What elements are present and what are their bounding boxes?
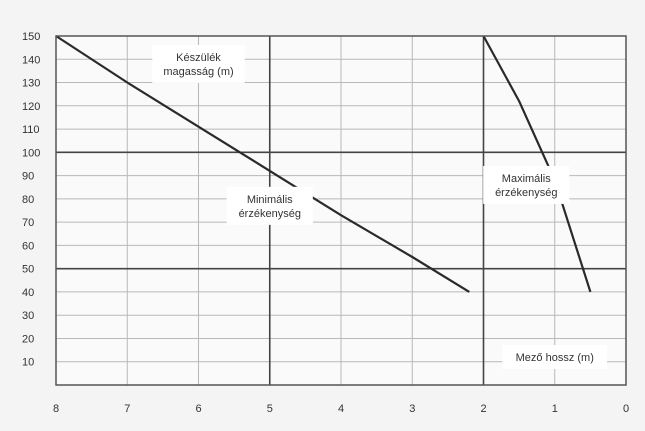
- y-tick-label: 50: [22, 264, 34, 276]
- y-tick-label: 110: [22, 124, 40, 136]
- annotation-box: [226, 186, 313, 225]
- annotation-text: Készülék: [176, 52, 221, 64]
- annotation-1: Készülék magasság (m): [152, 44, 245, 83]
- annotation-text: magasság (m): [163, 66, 233, 78]
- x-tick-label: 5: [267, 403, 273, 415]
- x-tick-label: 3: [409, 403, 415, 415]
- y-tick-label: 20: [22, 333, 34, 345]
- y-tick-label: 30: [22, 310, 34, 322]
- y-tick-label: 150: [22, 31, 40, 43]
- x-tick-label: 2: [480, 403, 486, 415]
- y-tick-label: 140: [22, 54, 40, 66]
- x-tick-label: 1: [552, 403, 558, 415]
- annotations: Készülék magasság (m) Minimális érzékenység…: [152, 44, 608, 370]
- annotation-text: Minimális: [247, 194, 293, 206]
- y-tick-label: 70: [22, 217, 34, 229]
- annotation-text: Mező hossz (m): [516, 352, 594, 364]
- series-lines: [55, 35, 592, 293]
- y-tick-label: 130: [22, 78, 40, 90]
- series-line-2: [482, 35, 592, 293]
- y-tick-label: 100: [22, 147, 40, 159]
- plot-frame: [55, 35, 627, 386]
- annotation-text: Maximális: [502, 173, 551, 185]
- y-tick-label: 90: [22, 171, 34, 183]
- annotation-box: [152, 44, 245, 83]
- annotation-box: [502, 345, 608, 370]
- annotation-text: érzékenység: [495, 187, 557, 199]
- y-tick-label: 40: [22, 287, 34, 299]
- y-tick-label: 80: [22, 194, 34, 206]
- x-axis-ticks: 8 7 6 5 4 3 2 1 0: [53, 403, 629, 415]
- y-tick-label: 10: [22, 357, 34, 369]
- y-axis-ticks: 150 140 130 120 110 100 90 80 70 60 50 40 30 20 10: [22, 31, 40, 369]
- series-line-1: [55, 35, 470, 293]
- x-tick-label: 0: [623, 403, 629, 415]
- annotation-4: Mező hossz (m): [502, 345, 608, 370]
- annotation-box: [483, 165, 570, 204]
- annotation-2: Minimális érzékenység: [226, 186, 313, 225]
- y-tick-label: 60: [22, 240, 34, 252]
- annotation-3: Maximális érzékenység: [483, 165, 570, 204]
- x-tick-label: 6: [195, 403, 201, 415]
- y-tick-label: 120: [22, 101, 40, 113]
- x-tick-label: 7: [124, 403, 130, 415]
- annotation-text: érzékenység: [239, 208, 301, 220]
- x-tick-label: 8: [53, 403, 59, 415]
- x-tick-label: 4: [338, 403, 344, 415]
